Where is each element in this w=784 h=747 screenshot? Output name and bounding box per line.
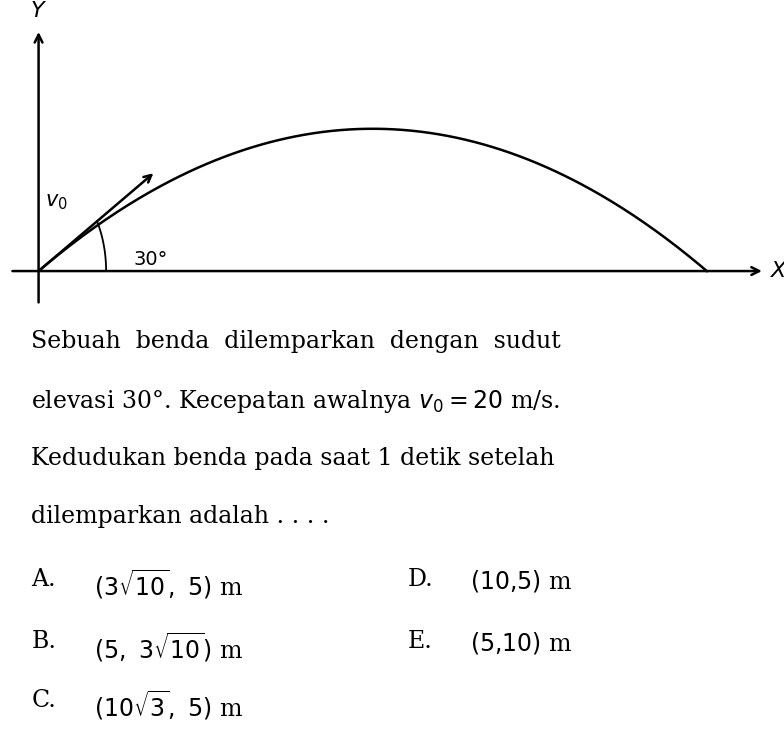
Text: E.: E.	[408, 630, 433, 654]
Text: $(10{,}5)$ m: $(10{,}5)$ m	[470, 568, 573, 594]
Text: elevasi 30°. Kecepatan awalnya $v_0 = 20$ m/s.: elevasi 30°. Kecepatan awalnya $v_0 = 20…	[31, 388, 561, 415]
Text: $(3\sqrt{10},\ 5)$ m: $(3\sqrt{10},\ 5)$ m	[94, 568, 244, 601]
Text: Sebuah  benda  dilemparkan  dengan  sudut: Sebuah benda dilemparkan dengan sudut	[31, 330, 561, 353]
Text: $v_0$: $v_0$	[45, 192, 68, 212]
Text: C.: C.	[31, 689, 56, 712]
Text: A.: A.	[31, 568, 56, 591]
Text: $(5{,}10)$ m: $(5{,}10)$ m	[470, 630, 573, 657]
Text: D.: D.	[408, 568, 434, 591]
Text: dilemparkan adalah . . . .: dilemparkan adalah . . . .	[31, 505, 330, 528]
Text: $X$: $X$	[771, 261, 784, 281]
Text: B.: B.	[31, 630, 56, 654]
Text: $(10\sqrt{3},\ 5)$ m: $(10\sqrt{3},\ 5)$ m	[94, 689, 244, 722]
Text: $Y$: $Y$	[30, 1, 47, 21]
Text: 30°: 30°	[134, 250, 169, 269]
Text: $(5,\ 3\sqrt{10})$ m: $(5,\ 3\sqrt{10})$ m	[94, 630, 244, 664]
Text: Kedudukan benda pada saat 1 detik setelah: Kedudukan benda pada saat 1 detik setela…	[31, 447, 555, 470]
